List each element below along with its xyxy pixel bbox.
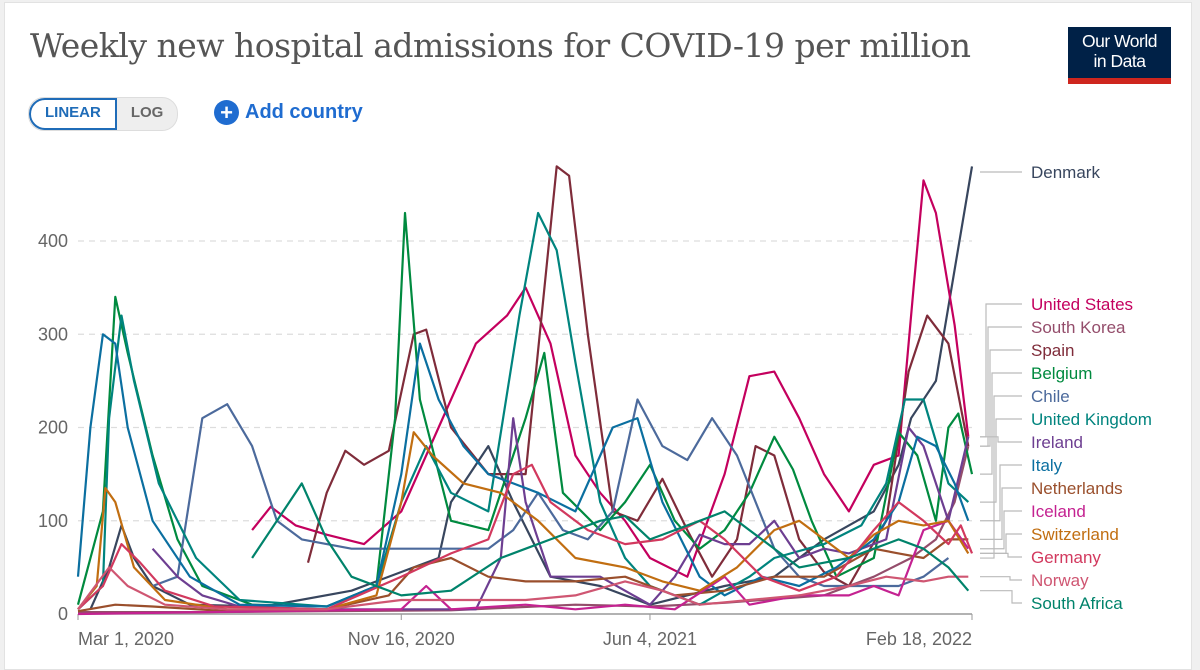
series-line-denmark[interactable] (89, 166, 974, 610)
series-line-italy[interactable] (76, 333, 970, 608)
y-tick-label: 100 (38, 511, 68, 531)
legend-label-iceland[interactable]: Iceland (1031, 502, 1086, 521)
series-line-norway[interactable] (77, 566, 969, 611)
series-line-chile[interactable] (152, 398, 950, 588)
legend-label-germany[interactable]: Germany (1031, 548, 1101, 567)
label-connector (980, 487, 1022, 541)
x-tick-label: Jun 4, 2021 (603, 629, 697, 649)
series-line-belgium[interactable] (76, 211, 974, 608)
label-connector (980, 533, 1022, 554)
add-country-button[interactable]: + Add country (214, 100, 363, 125)
logo-line-1: Our World (1082, 31, 1157, 51)
label-connector (980, 395, 1022, 559)
y-tick-label: 200 (38, 418, 68, 438)
legend-label-italy[interactable]: Italy (1031, 456, 1063, 475)
scale-toggle: LINEAR LOG (28, 97, 179, 131)
add-country-label: Add country (245, 101, 363, 123)
legend-label-switzerland[interactable]: Switzerland (1031, 525, 1119, 544)
y-tick-label: 0 (58, 604, 68, 624)
legend-label-netherlands[interactable]: Netherlands (1031, 479, 1123, 498)
legend-label-united-states[interactable]: United States (1031, 295, 1133, 314)
owid-logo[interactable]: Our World in Data (1068, 27, 1171, 84)
label-connector (980, 576, 1022, 581)
chart-title: Weekly new hospital admissions for COVID… (30, 26, 971, 65)
logo-line-2: in Data (1093, 51, 1146, 71)
plus-icon: + (214, 100, 239, 125)
x-tick-label: Feb 18, 2022 (866, 629, 972, 649)
label-connector (980, 510, 1022, 550)
legend-label-united-kingdom[interactable]: United Kingdom (1031, 410, 1152, 429)
linear-button[interactable]: LINEAR (29, 98, 117, 130)
label-connector (980, 436, 1022, 443)
legend-label-denmark[interactable]: Denmark (1031, 163, 1100, 182)
legend-label-norway[interactable]: Norway (1031, 571, 1089, 590)
label-connector (980, 590, 1022, 604)
logo-red-bar (1068, 78, 1171, 84)
legend-label-chile[interactable]: Chile (1031, 387, 1070, 406)
series-line-south-korea[interactable] (78, 445, 970, 614)
log-button[interactable]: LOG (130, 104, 164, 121)
series-line-south-africa[interactable] (251, 482, 970, 597)
y-tick-label: 300 (38, 324, 68, 344)
label-connector (980, 303, 1022, 438)
series-line-united-kingdom[interactable] (77, 211, 970, 611)
x-tick-label: Nov 16, 2020 (348, 629, 455, 649)
label-connector (980, 349, 1022, 447)
series-line-germany[interactable] (77, 463, 974, 611)
chart-card (4, 2, 1192, 670)
legend-label-south-korea[interactable]: South Korea (1031, 318, 1126, 337)
legend-label-ireland[interactable]: Ireland (1031, 433, 1083, 452)
series-line-iceland[interactable] (77, 519, 970, 616)
label-connector (980, 418, 1022, 503)
legend-label-spain[interactable]: Spain (1031, 341, 1074, 360)
legend-label-belgium[interactable]: Belgium (1031, 364, 1092, 383)
label-connector (980, 464, 1022, 522)
y-tick-label: 400 (38, 231, 68, 251)
x-tick-label: Mar 1, 2020 (78, 629, 174, 649)
legend-label-south-africa[interactable]: South Africa (1031, 594, 1123, 613)
label-connector (980, 552, 1022, 558)
label-connector (980, 372, 1022, 475)
